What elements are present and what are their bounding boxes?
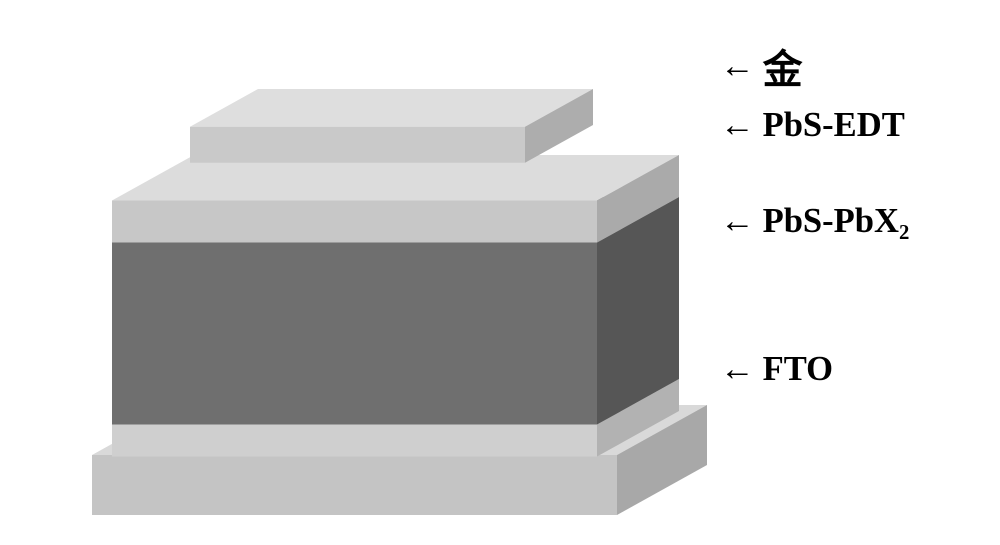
layer-stack-diagram bbox=[50, 25, 710, 520]
arrow-left-icon: ← bbox=[720, 47, 755, 86]
arrow-left-icon: ← bbox=[720, 106, 755, 145]
arrow-left-icon: ← bbox=[720, 202, 755, 241]
label-text-fto: FTO bbox=[763, 350, 833, 389]
label-row-gold: ←金 bbox=[720, 38, 802, 95]
label-text-pbs-edt: PbS-EDT bbox=[763, 106, 905, 145]
label-row-fto: ←FTO bbox=[720, 350, 833, 389]
labels-column: ←金←PbS-EDT←PbS-PbX₂←FTO bbox=[720, 0, 990, 545]
label-text-pbs-pbx2: PbS-PbX₂ bbox=[763, 202, 910, 241]
layer-faces-pbs-edt bbox=[112, 155, 681, 245]
label-text-gold: 金 bbox=[763, 38, 803, 95]
layer-faces-gold bbox=[190, 89, 595, 165]
arrow-left-icon: ← bbox=[720, 350, 755, 389]
label-row-pbs-pbx2: ←PbS-PbX₂ bbox=[720, 202, 909, 241]
label-row-pbs-edt: ←PbS-EDT bbox=[720, 106, 905, 145]
